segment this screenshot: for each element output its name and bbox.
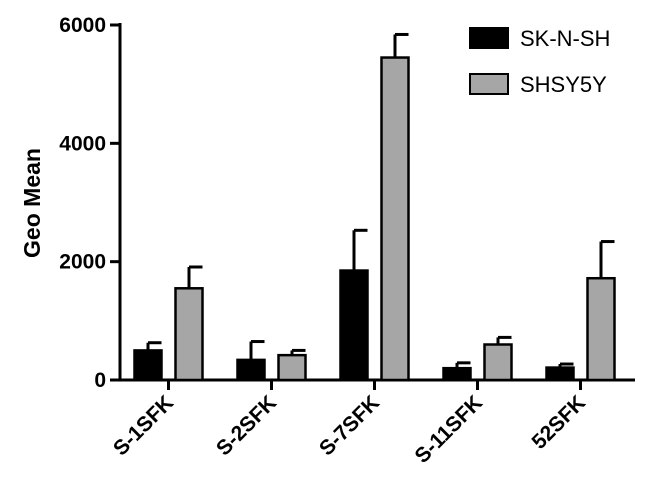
bar-sk-n-sh [442,366,472,382]
bar-shsy5y [277,353,307,382]
bars [133,32,616,382]
y-tick-label: 0 [94,369,106,392]
bar-shsy5y [380,56,410,382]
bar-shsy5y [174,287,204,382]
legend-label: SK-N-SH [520,26,610,51]
x-tick-label: S-2SFK [212,391,281,460]
y-axis-label: Geo Mean [19,148,45,258]
bar-sk-n-sh [545,366,575,382]
legend: SK-N-SH SHSY5Y [469,26,610,97]
bar-sk-n-sh [339,269,369,382]
x-tick-label: S-11SFK [411,391,488,468]
bar-sk-n-sh [133,349,163,382]
bar-shsy5y [483,343,513,382]
x-tick-label: S-7SFK [315,391,384,460]
bar-sk-n-sh [236,358,266,382]
legend-swatch [469,73,509,95]
y-tick-label: 6000 [59,14,106,37]
x-tick-label: S-1SFK [109,391,178,460]
y-tick-label: 2000 [59,251,106,274]
legend-label: SHSY5Y [520,72,607,97]
y-tick-label: 4000 [59,132,106,155]
bar-shsy5y [586,276,616,382]
legend-swatch [469,27,509,49]
x-tick-label: 52SFK [528,391,590,453]
